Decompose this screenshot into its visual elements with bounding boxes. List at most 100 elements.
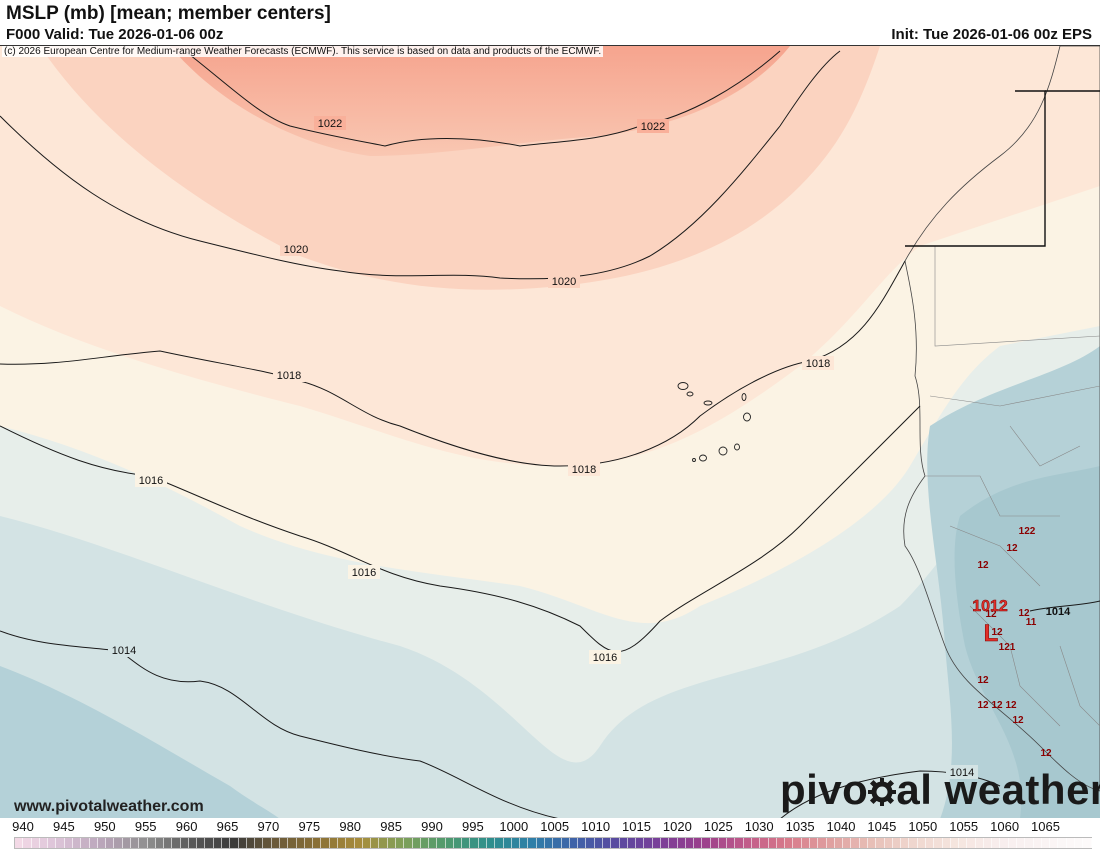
colorbar-label: 1000 [499, 819, 529, 834]
colorbar-cell [677, 838, 686, 848]
brand-logo: pivo al weather [780, 766, 1100, 814]
colorbar-cell [296, 838, 305, 848]
colorbar-cell [718, 838, 728, 848]
colorbar-cell [230, 838, 239, 848]
colorbar-cell [437, 838, 446, 848]
colorbar-cell [901, 838, 910, 848]
colorbar-cell [23, 838, 32, 848]
colorbar-cell [884, 838, 893, 848]
colorbar-cell [950, 838, 960, 848]
website-url[interactable]: www.pivotalweather.com [14, 798, 204, 815]
copyright-notice: (c) 2026 European Centre for Medium-rang… [2, 46, 604, 57]
colorbar-cell [354, 838, 363, 848]
colorbar-cell [1017, 838, 1026, 848]
colorbar-cell [1083, 838, 1092, 848]
colorbar-cell [263, 838, 272, 848]
member-label: 11 [1026, 617, 1037, 628]
member-label: 12 [977, 700, 989, 711]
colorbar-cell [959, 838, 968, 848]
colorbar-cell [1033, 838, 1042, 848]
colorbar-cell [967, 838, 976, 848]
low-center-symbol: L [984, 620, 999, 647]
colorbar-cell [520, 838, 529, 848]
contour-label: 1018 [806, 358, 830, 370]
colorbar-cells [14, 837, 1092, 849]
member-label: 12 [1005, 700, 1017, 711]
colorbar-cell [478, 838, 488, 848]
colorbar-label: 1005 [540, 819, 570, 834]
colorbar-cell [147, 838, 156, 848]
colorbar-label: 940 [12, 819, 34, 834]
colorbar-cell [826, 838, 835, 848]
colorbar-cell [280, 838, 289, 848]
init-time: Init: Tue 2026-01-06 00z EPS [891, 26, 1092, 43]
forecast-map[interactable]: 1022 1022 1020 1020 1018 1018 1018 1016 … [0, 45, 1100, 819]
colorbar-cell [727, 838, 736, 848]
colorbar-cell [288, 838, 297, 848]
pressure-fill-low-inner [954, 466, 1100, 819]
colorbar-label: 975 [298, 819, 321, 834]
colorbar-cell [710, 838, 719, 848]
colorbar-cell [1041, 838, 1051, 848]
map-title: MSLP (mb) [mean; member centers] [6, 3, 331, 24]
colorbar-cell [1075, 838, 1084, 848]
colorbar-cell [752, 838, 761, 848]
colorbar-label: 1020 [662, 819, 692, 834]
colorbar-cell [255, 838, 264, 848]
colorbar-cell [213, 838, 223, 848]
colorbar-label: 945 [53, 819, 75, 834]
colorbar-cell [669, 838, 678, 848]
colorbar-cell [445, 838, 454, 848]
colorbar-cell [859, 838, 868, 848]
colorbar-cell [810, 838, 819, 848]
colorbar-cell [818, 838, 827, 848]
colorbar-cell [553, 838, 562, 848]
colorbar-cell [164, 838, 173, 848]
contour-label: 1016 [139, 475, 163, 487]
colorbar-cell [1058, 838, 1067, 848]
colorbar-cell [487, 838, 496, 848]
member-label: 12 [1012, 715, 1024, 726]
colorbar-cell [660, 838, 670, 848]
member-label: 12 [977, 560, 989, 571]
colorbar-cell [97, 838, 107, 848]
colorbar-label: 1015 [622, 819, 651, 834]
member-label: 12 [991, 700, 1003, 711]
brand-text-left: pivo [780, 766, 869, 813]
colorbar-cell [834, 838, 844, 848]
contour-label: 1014 [1046, 606, 1071, 618]
colorbar-cell [31, 838, 40, 848]
colorbar-cell [404, 838, 413, 848]
colorbar-cell [1025, 838, 1034, 848]
colorbar-cell [561, 838, 570, 848]
colorbar-cell [180, 838, 189, 848]
colorbar-cell [64, 838, 73, 848]
member-label: 122 [1019, 526, 1036, 537]
colorbar-label: 1035 [785, 819, 815, 834]
colorbar-label: 990 [421, 819, 443, 834]
member-label: 12 [977, 675, 989, 686]
colorbar-label: 960 [175, 819, 198, 834]
colorbar-cell [1000, 838, 1009, 848]
colorbar-cell [222, 838, 231, 848]
colorbar-cell [578, 838, 587, 848]
colorbar-label: 1060 [990, 819, 1020, 834]
colorbar-cell [636, 838, 645, 848]
contour-labels: 1022 1022 1020 1020 1018 1018 1018 1016 … [108, 116, 978, 779]
gear-icon [868, 778, 897, 806]
colorbar-cell [925, 838, 935, 848]
colorbar-cell [685, 838, 695, 848]
colorbar-label: 1025 [703, 819, 733, 834]
low-pressure-center[interactable]: 1012 L [972, 598, 1008, 648]
colorbar-cell [867, 838, 877, 848]
contour-label: 1018 [572, 464, 596, 476]
colorbar-cell [429, 838, 438, 848]
colorbar-label: 950 [93, 819, 116, 834]
colorbar-cell [1008, 838, 1018, 848]
colorbar-cell [155, 838, 165, 848]
colorbar-cell [172, 838, 181, 848]
colorbar-cell [89, 838, 98, 848]
colorbar-cell [876, 838, 885, 848]
colorbar-cell [776, 838, 786, 848]
colorbar-cell [801, 838, 810, 848]
